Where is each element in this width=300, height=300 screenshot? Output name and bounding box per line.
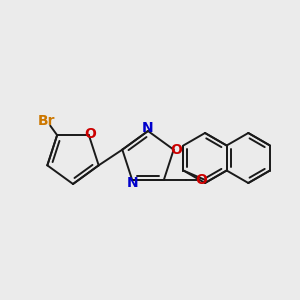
Text: O: O [84, 127, 96, 141]
Text: N: N [142, 121, 154, 135]
Text: Br: Br [38, 114, 55, 128]
Text: O: O [171, 143, 183, 157]
Text: O: O [195, 173, 207, 187]
Text: N: N [126, 176, 138, 190]
